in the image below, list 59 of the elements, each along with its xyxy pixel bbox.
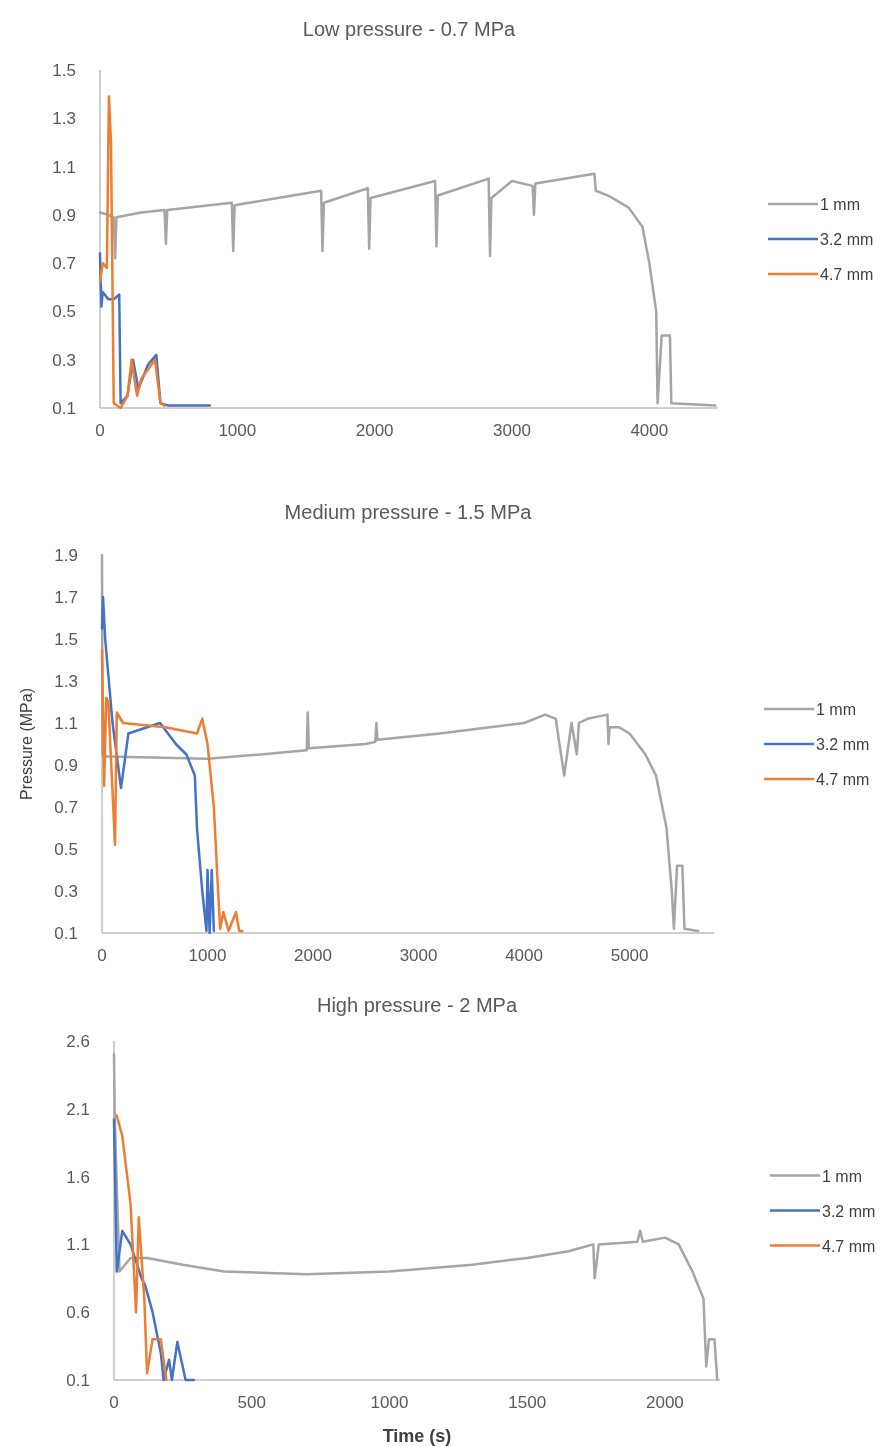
legend-label: 3.2 mm: [822, 1202, 876, 1220]
y-tick-label: 0.7: [52, 254, 76, 274]
y-tick-label: 1.9: [54, 546, 78, 565]
y-tick-label: 2.6: [66, 1032, 90, 1051]
y-axis-title: Pressure (MPa): [18, 687, 35, 801]
line-series: [100, 648, 244, 933]
legend-label: 1 mm: [820, 196, 860, 213]
y-tick-label: 1.6: [66, 1167, 90, 1187]
x-tick-label: 2000: [355, 421, 394, 440]
y-tick-label: 1.7: [54, 588, 78, 607]
x-tick-label: 2000: [646, 1393, 684, 1412]
line-series: [98, 95, 166, 410]
chart-title: Medium pressure - 1.5 MPa: [284, 501, 533, 523]
y-tick-label: 0.1: [52, 399, 76, 418]
x-tick-label: 0: [95, 421, 105, 440]
legend-label: 4.7 mm: [820, 266, 874, 283]
y-tick-label: 0.3: [54, 882, 78, 901]
y-tick-label: 1.5: [52, 61, 76, 80]
x-tick-label: 4000: [630, 421, 669, 440]
x-tick-label: 5000: [610, 946, 649, 965]
x-tick-label: 2000: [294, 946, 332, 965]
x-tick-label: 1000: [218, 421, 257, 440]
x-tick-label: 3000: [399, 946, 438, 965]
legend-label: 4.7 mm: [816, 771, 870, 788]
legend-label: 1 mm: [816, 701, 856, 718]
y-tick-label: 2.1: [66, 1099, 90, 1119]
legend-label: 3.2 mm: [820, 231, 874, 248]
x-tick-label: 0: [97, 946, 107, 965]
y-tick-label: 1.5: [54, 630, 78, 649]
y-tick-label: 0.6: [66, 1303, 90, 1323]
x-axis-title: Time (s): [382, 1426, 452, 1446]
line-series: [100, 595, 216, 935]
y-tick-label: 0.7: [54, 798, 78, 817]
y-tick-label: 0.3: [52, 350, 76, 370]
y-tick-label: 0.5: [52, 302, 76, 322]
legend-label: 3.2 mm: [816, 736, 870, 753]
x-tick-label: 500: [237, 1393, 266, 1412]
y-tick-label: 0.5: [54, 840, 78, 859]
x-tick-label: 3000: [493, 421, 531, 440]
line-series: [115, 1114, 168, 1382]
legend-label: 1 mm: [822, 1167, 862, 1185]
y-tick-label: 0.9: [52, 205, 76, 225]
x-tick-label: 1500: [508, 1393, 547, 1412]
x-tick-label: 4000: [505, 946, 543, 965]
line-series: [112, 1118, 196, 1382]
chart-title: Low pressure - 0.7 MPa: [302, 18, 517, 40]
x-tick-label: 1000: [188, 946, 227, 965]
y-tick-label: 0.1: [66, 1371, 90, 1390]
y-tick-label: 1.3: [54, 672, 78, 691]
x-tick-label: 0: [109, 1393, 119, 1412]
chart-title: High pressure - 2 MPa: [316, 994, 518, 1016]
x-tick-label: 1000: [370, 1393, 409, 1412]
y-tick-label: 0.1: [54, 924, 78, 943]
y-tick-label: 1.1: [52, 157, 76, 177]
y-tick-label: 1.1: [66, 1235, 90, 1255]
legend-label: 4.7 mm: [822, 1237, 876, 1255]
y-tick-label: 0.9: [54, 756, 78, 775]
y-tick-label: 1.1: [54, 714, 78, 733]
y-tick-label: 1.3: [52, 109, 76, 129]
